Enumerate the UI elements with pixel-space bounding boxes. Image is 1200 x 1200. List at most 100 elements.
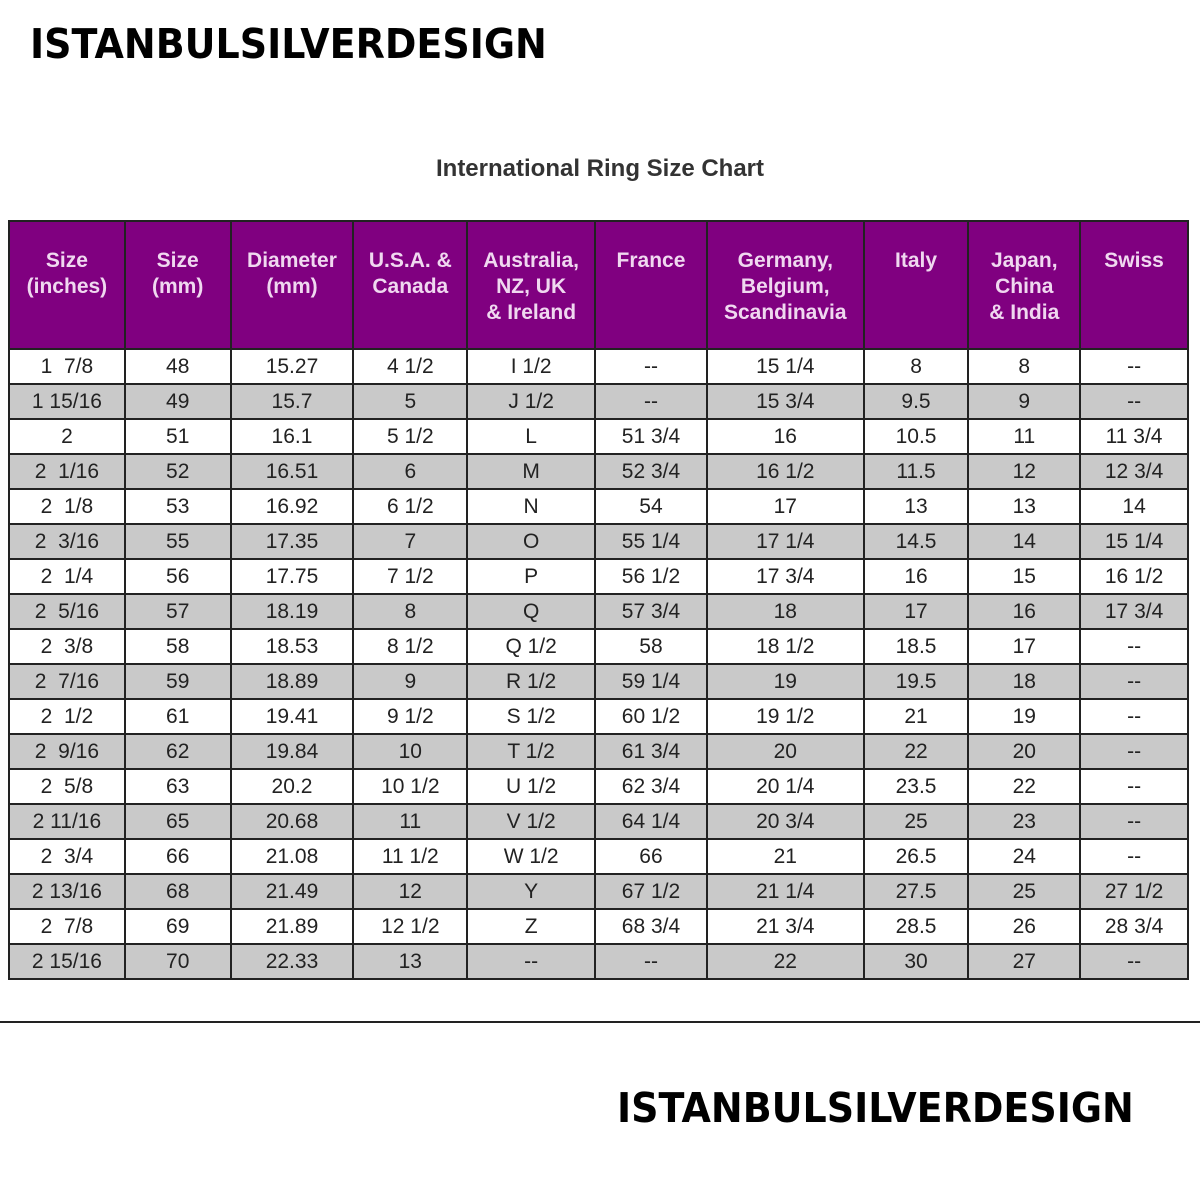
table-cell: 21 [862,698,970,735]
table-cell: 13 [967,488,1082,525]
table-cell: 2 1/16 [8,453,126,490]
table-cell: 12 [352,873,469,910]
table-cell: 16.51 [229,453,355,490]
table-cell: 2 3/4 [8,838,126,875]
table-cell: V 1/2 [466,803,597,840]
table-cell: 4 1/2 [352,348,469,385]
chart-title: International Ring Size Chart [435,155,765,182]
table-cell: 52 3/4 [594,453,708,490]
column-header-line: & India [989,301,1060,324]
table-cell: 17 3/4 [1079,593,1189,630]
table-cell: 2 5/8 [8,768,126,805]
table-cell: 11 [352,803,469,840]
table-cell: -- [1079,628,1189,665]
table-cell: 19.5 [862,663,970,700]
table-cell: 16 [967,593,1082,630]
column-header: France [594,220,708,350]
column-header-line: (inches) [26,275,108,298]
table-cell: 25 [967,873,1082,910]
table-cell: 10.5 [862,418,970,455]
table-cell: 22.33 [229,943,355,980]
table-cell: 70 [123,943,232,980]
table-cell: M [466,453,597,490]
table-cell: 53 [123,488,232,525]
table-cell: -- [1079,803,1189,840]
table-cell: 21.49 [229,873,355,910]
table-cell: 15.27 [229,348,355,385]
table-cell: 17 [705,488,865,525]
table-cell: 2 1/4 [8,558,126,595]
table-cell: R 1/2 [466,663,597,700]
ring-size-table: Size (inches) Size (mm) Diameter (mm) U.S.A. &… [8,220,1189,980]
table-cell: 17 [967,628,1082,665]
column-header-line: China [995,275,1054,298]
table-cell: 20.68 [229,803,355,840]
table-cell: 9 [967,383,1082,420]
table-cell: 16 1/2 [1079,558,1189,595]
column-header-line: Scandinavia [723,301,847,324]
table-cell: 27.5 [862,873,970,910]
table-cell: 2 1/8 [8,488,126,525]
column-header: Italy [862,220,970,350]
table-cell: 13 [862,488,970,525]
column-header-line: Italy [895,249,938,272]
column-header-line: Belgium, [740,275,830,298]
table-cell: I 1/2 [466,348,597,385]
table-cell: 56 [123,558,232,595]
table-cell: -- [466,943,597,980]
table-cell: 14 [967,523,1082,560]
table-cell: 12 [967,453,1082,490]
table-row: 2 7/8 69 21.89 12 1/2 Z 68 3/4 21 3/4 28.5 26 28 … [8,908,1189,945]
table-cell: Y [466,873,597,910]
table-cell: -- [594,348,708,385]
table-cell: 51 [123,418,232,455]
table-cell: 21.89 [229,908,355,945]
table-cell: 5 1/2 [352,418,469,455]
table-cell: -- [1079,348,1189,385]
table-cell: 57 3/4 [594,593,708,630]
table-cell: 18.53 [229,628,355,665]
divider-line [0,1021,1200,1023]
table-cell: 9 [352,663,469,700]
table-cell: 26.5 [862,838,970,875]
table-cell: 27 [967,943,1082,980]
table-cell: 22 [705,943,865,980]
table-cell: 26 [967,908,1082,945]
table-cell: -- [594,383,708,420]
table-cell: 23 [967,803,1082,840]
table-cell: T 1/2 [466,733,597,770]
table-cell: 24 [967,838,1082,875]
table-cell: 2 11/16 [8,803,126,840]
table-row: 2 1/2 61 19.41 9 1/2 S 1/2 60 1/2 19 1/2 21 19 -- [8,698,1189,735]
table-cell: 18 [967,663,1082,700]
table-cell: 16.1 [229,418,355,455]
table-cell: 51 3/4 [594,418,708,455]
column-header: Japan, China & India [967,220,1082,350]
table-cell: 12 3/4 [1079,453,1189,490]
column-header-line: (mm) [266,275,318,298]
table-cell: 22 [967,768,1082,805]
table-cell: 64 1/4 [594,803,708,840]
table-cell: -- [1079,838,1189,875]
table-cell: 52 [123,453,232,490]
table-cell: 1 7/8 [8,348,126,385]
table-cell: 63 [123,768,232,805]
table-cell: 5 [352,383,469,420]
table-cell: 69 [123,908,232,945]
table-cell: 2 3/8 [8,628,126,665]
column-header-line: (mm) [152,275,204,298]
table-cell: P [466,558,597,595]
table-cell: 6 [352,453,469,490]
table-cell: 19 1/2 [705,698,865,735]
table-cell: 20 [967,733,1082,770]
table-cell: 21 3/4 [705,908,865,945]
column-header-line: Canada [372,275,449,298]
table-row: 2 1/8 53 16.92 6 1/2 N 54 17 13 13 14 [8,488,1189,525]
table-cell: -- [594,943,708,980]
column-header: Diameter (mm) [229,220,355,350]
table-cell: 15 [967,558,1082,595]
table-cell: N [466,488,597,525]
column-header-line: U.S.A. & [368,249,452,272]
column-header-line: NZ, UK [496,275,567,298]
table-cell: 16 1/2 [705,453,865,490]
